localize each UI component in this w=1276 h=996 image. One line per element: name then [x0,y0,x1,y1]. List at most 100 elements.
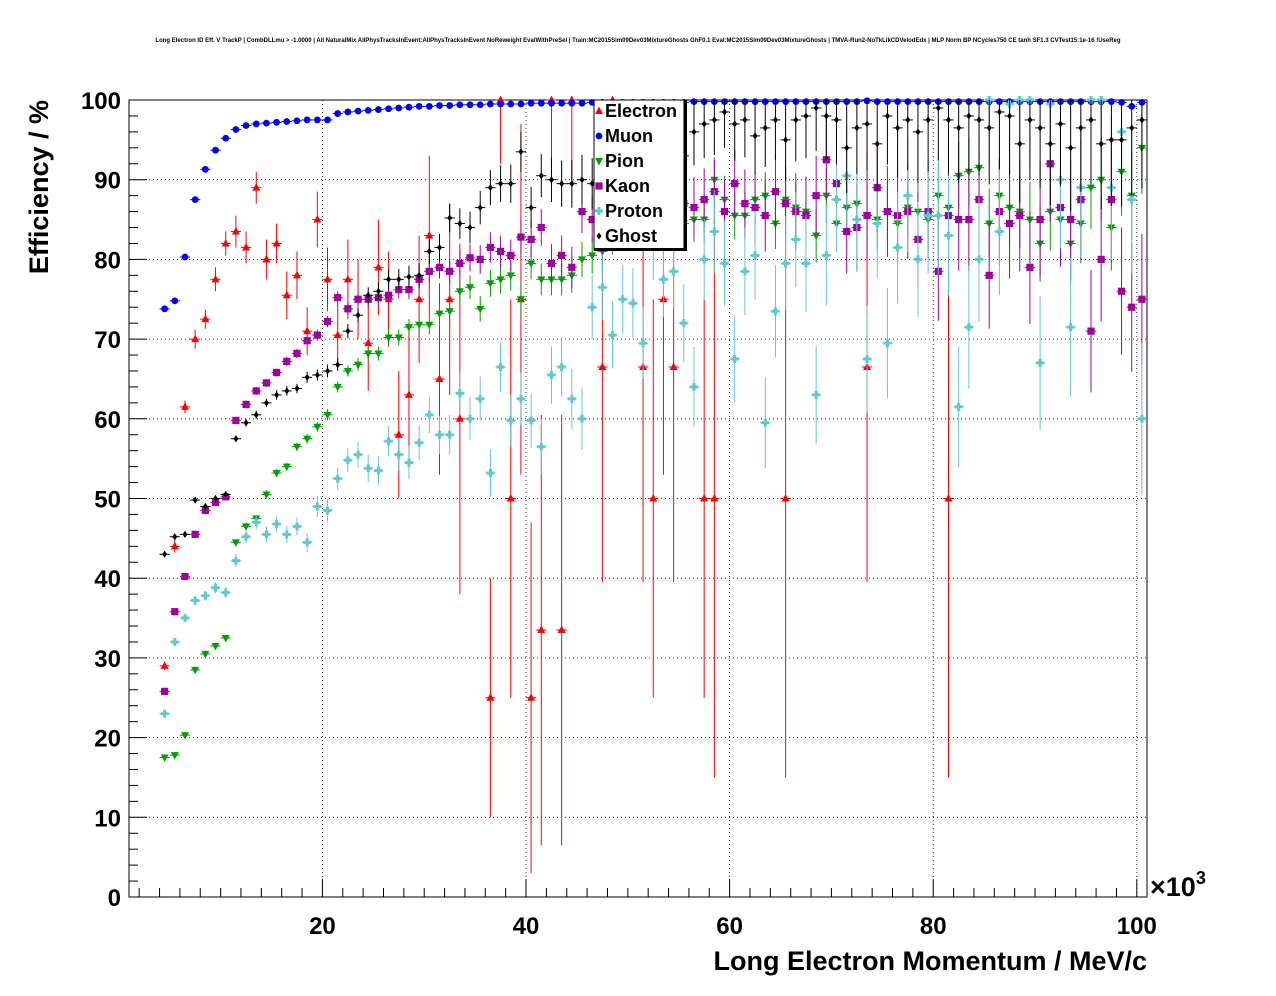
data-point-ghost [933,100,944,161]
data-point-proton [312,496,323,517]
data-point-ghost [821,100,832,160]
data-point-proton [261,526,272,543]
data-point-kaon [454,250,465,277]
marker-kaon [334,294,342,302]
marker-ghost [396,275,402,283]
marker-ghost [192,496,198,504]
marker-muon [313,116,321,124]
marker-muon [517,100,525,108]
marker-ghost [1007,112,1013,120]
data-point-muon [179,253,191,261]
data-point-electron [251,171,262,204]
marker-proton [730,355,739,364]
data-point-ghost [912,100,924,183]
data-point-kaon [515,220,527,254]
marker-muon [405,103,413,111]
marker-electron [313,215,322,223]
data-point-kaon [230,416,241,424]
data-point-muon [159,305,170,313]
data-point-proton [597,254,608,320]
marker-pion [364,350,373,358]
marker-electron [272,238,281,247]
marker-muon [578,99,586,107]
marker-proton [272,520,281,529]
data-point-proton [892,191,903,304]
marker-ghost [742,116,748,124]
data-point-proton [383,425,394,457]
marker-ghost [406,273,412,281]
marker-proton [262,530,271,539]
x-tick-label: 40 [513,913,540,940]
data-point-muon [230,126,241,133]
marker-muon [334,110,342,117]
marker-electron [425,230,434,239]
marker-ghost [966,112,972,120]
data-point-pion [403,319,415,336]
marker-ghost [1098,140,1104,148]
legend-shadow-bottom [594,248,687,251]
data-point-muon [210,146,221,154]
marker-proton [506,416,515,425]
marker-kaon [181,573,189,581]
marker-electron [537,625,546,634]
y-tick-label: 90 [94,168,121,195]
data-point-muon [566,99,577,107]
marker-kaon [507,251,515,260]
marker-proton [547,370,556,379]
series-electron [159,95,954,874]
data-point-ghost [841,102,852,194]
marker-ghost [426,247,432,255]
marker-kaon [568,263,576,271]
marker-muon [324,116,331,124]
data-point-ghost [393,268,404,290]
marker-proton [913,255,922,264]
marker-kaon [1016,211,1024,220]
marker-proton [170,637,179,646]
marker-kaon [547,259,556,267]
data-point-ghost [984,100,995,185]
data-point-kaon [251,386,262,395]
marker-proton [669,267,678,276]
marker-kaon [1138,295,1146,303]
marker-pion [242,523,251,531]
marker-muon [201,165,209,173]
marker-ghost [1037,124,1043,132]
data-point-muon [505,100,516,108]
marker-ghost [772,116,778,124]
data-point-ghost [749,100,761,175]
marker-electron [160,661,169,669]
data-point-electron [414,235,425,364]
data-point-muon [393,104,404,112]
y-tick-label: 40 [94,566,121,593]
legend-label-pion: Pion [605,151,644,171]
marker-proton [282,530,291,539]
legend-entry-proton: Proton [595,201,663,221]
marker-ghost [986,124,992,132]
marker-ghost [793,116,799,124]
marker-ghost [803,112,809,120]
marker-electron [710,494,719,502]
marker-proton [313,502,322,511]
marker-kaon [456,259,464,267]
marker-muon [222,134,230,142]
data-point-muon [485,100,496,108]
marker-kaon [191,530,199,538]
data-point-kaon [861,171,873,260]
marker-ghost [823,112,829,120]
data-point-ghost [291,383,303,394]
data-point-proton [933,156,944,275]
data-point-ghost [1126,100,1137,196]
marker-ghost [1057,120,1063,128]
marker-kaon [466,254,474,262]
marker-proton [252,518,261,527]
data-point-proton [322,499,333,522]
data-point-proton [851,166,862,273]
marker-electron [170,541,179,550]
legend-label-proton: Proton [605,201,663,221]
marker-proton [364,464,373,473]
marker-ghost [274,391,280,399]
data-point-electron [780,219,791,778]
x-tick-label: 80 [920,913,947,940]
data-point-pion [322,409,333,421]
marker-muon [181,253,189,261]
